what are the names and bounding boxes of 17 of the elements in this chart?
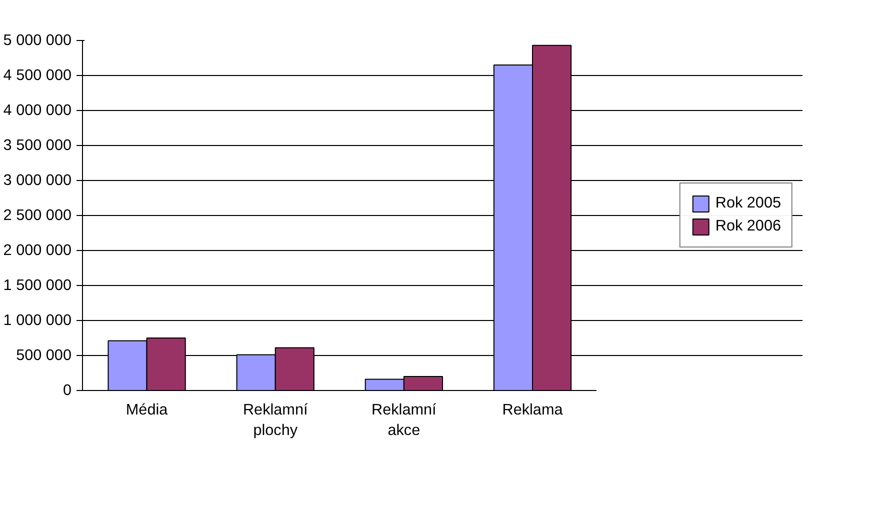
y-tick-label: 2 500 000: [3, 207, 72, 224]
y-tick-label: 4 000 000: [3, 102, 72, 119]
y-tick-label: 4 500 000: [3, 67, 72, 84]
y-tick-label: 3 500 000: [3, 137, 72, 154]
y-tick-label: 1 500 000: [3, 277, 72, 294]
y-tick-label: 500 000: [16, 347, 72, 364]
x-tick-label: Reklama: [502, 402, 564, 418]
x-tick-label: Reklamní akce: [372, 402, 438, 439]
x-tick-label: Reklamní plochy: [242, 402, 308, 439]
y-tick-label: 5 000 000: [3, 32, 72, 49]
y-tick-label: 0: [62, 382, 72, 399]
y-tick-label: 1 000 000: [3, 312, 72, 329]
y-tick-label: 3 000 000: [3, 172, 72, 189]
legend-label: Rok 2005: [715, 194, 781, 212]
y-tick-label: 2 000 000: [3, 242, 72, 259]
legend-label: Rok 2006: [715, 218, 781, 236]
x-tick-label: Média: [126, 402, 168, 418]
